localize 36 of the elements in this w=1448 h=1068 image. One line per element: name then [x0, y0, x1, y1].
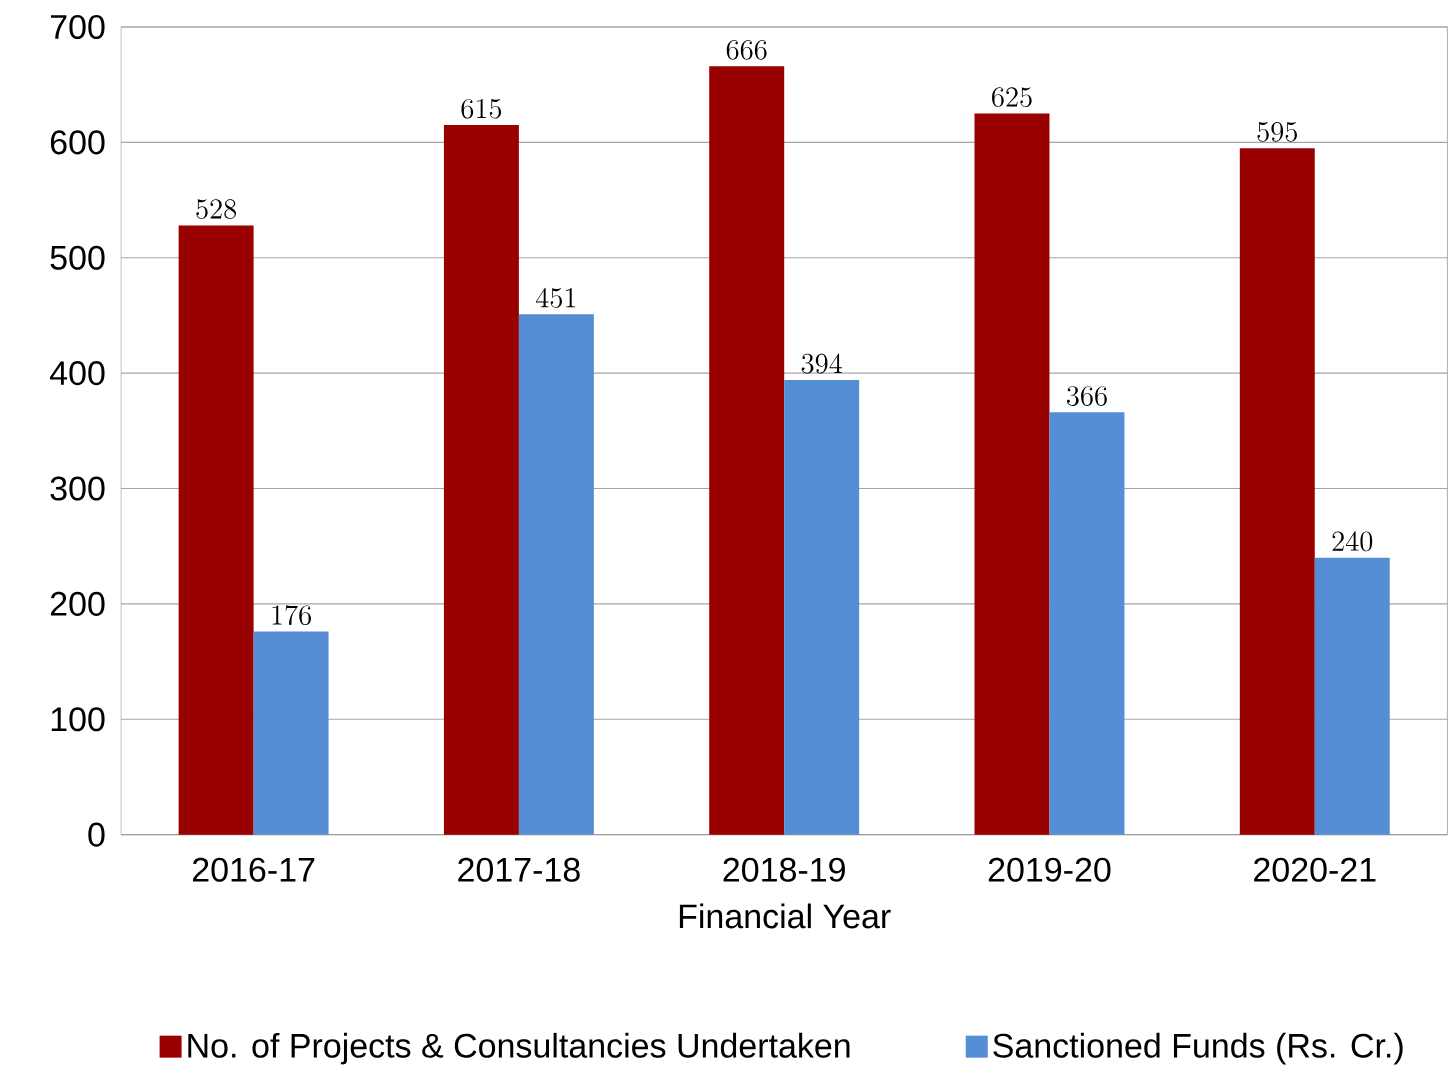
data-label: 528: [196, 199, 237, 219]
x-tick-label: 2017-18: [458, 857, 580, 882]
y-tick-label: 0: [88, 822, 105, 847]
bar: [1314, 557, 1390, 835]
bar: [518, 314, 594, 835]
x-axis-title: Financial Year: [679, 903, 891, 929]
bar: [1239, 147, 1315, 835]
bar: [784, 379, 860, 835]
data-label: 394: [801, 353, 842, 374]
data-label: 615: [461, 98, 502, 119]
legend-label: No. of Projects & Consultancies Undertaken: [188, 1032, 850, 1065]
x-tick-label: 2016-17: [192, 857, 315, 882]
data-label: 595: [1257, 121, 1297, 142]
x-tick-label: 2018-19: [723, 857, 845, 882]
data-label: 451: [536, 287, 576, 308]
y-tick-label: 600: [50, 130, 105, 155]
y-tick-label: 700: [50, 14, 105, 39]
data-label: 366: [1067, 385, 1107, 406]
bar: [253, 631, 329, 835]
legend-label: Sanctioned Funds (Rs. Cr.): [993, 1032, 1403, 1065]
x-tick-label: 2020-21: [1254, 857, 1376, 882]
y-tick-label: 200: [50, 591, 105, 616]
data-label: 176: [272, 604, 311, 625]
data-label: 625: [992, 87, 1032, 107]
y-tick-label: 100: [51, 707, 105, 732]
bar: [178, 225, 254, 835]
y-tick-label: 400: [49, 360, 105, 385]
data-label: 240: [1332, 531, 1373, 552]
y-tick-label: 300: [50, 476, 105, 501]
bar: [443, 124, 519, 835]
bar: [1049, 412, 1125, 835]
data-label: 666: [726, 39, 767, 60]
y-tick-label: 500: [50, 245, 105, 270]
bar: [709, 65, 785, 835]
bar: [974, 113, 1050, 835]
x-tick-label: 2019-20: [988, 857, 1111, 882]
